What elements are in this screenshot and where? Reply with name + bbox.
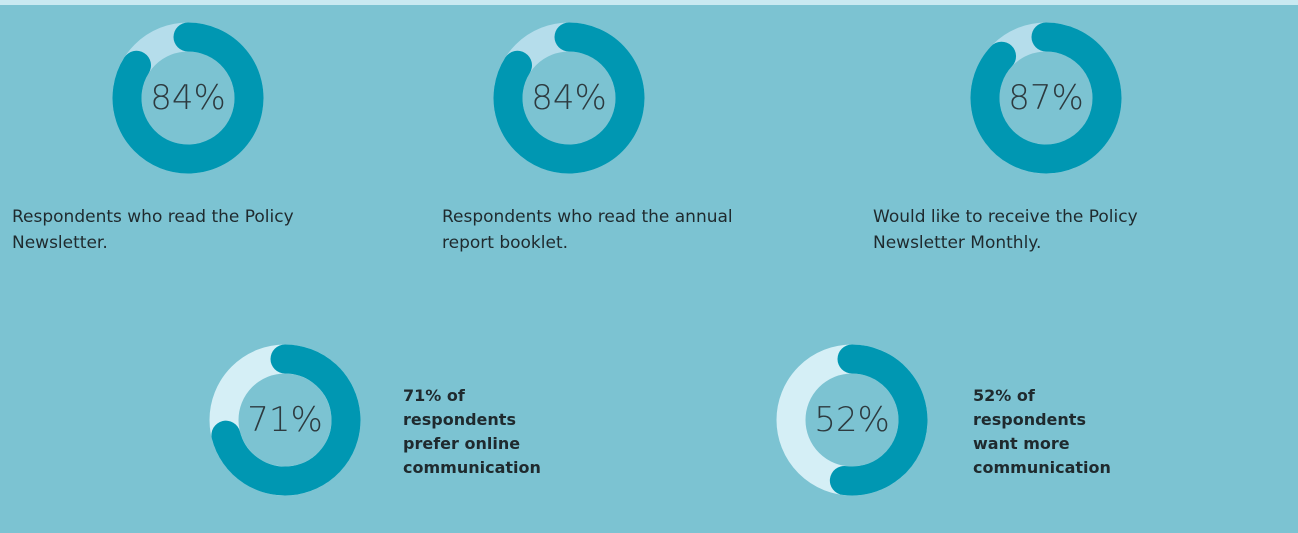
donut-label: 84% xyxy=(150,78,226,118)
top-band xyxy=(0,0,1298,5)
donut-label: 84% xyxy=(531,78,607,118)
caption: Respondents who read the Policy Newslett… xyxy=(12,207,294,253)
donut-arc xyxy=(970,22,1122,174)
donut-arc xyxy=(829,344,928,496)
donut-arc xyxy=(211,344,361,496)
donut-arc xyxy=(493,22,645,174)
caption: Would like to receive the Policy Newslet… xyxy=(873,207,1138,253)
donut-label: 71% xyxy=(247,400,323,440)
caption: Respondents who read the annual report b… xyxy=(442,207,733,253)
donut-label: 87% xyxy=(1008,78,1084,118)
donut-label: 52% xyxy=(814,400,890,440)
caption: 52% of respondents want more communicati… xyxy=(973,386,1111,477)
caption: 71% of respondents prefer online communi… xyxy=(403,386,541,477)
donut-arc xyxy=(112,22,264,174)
